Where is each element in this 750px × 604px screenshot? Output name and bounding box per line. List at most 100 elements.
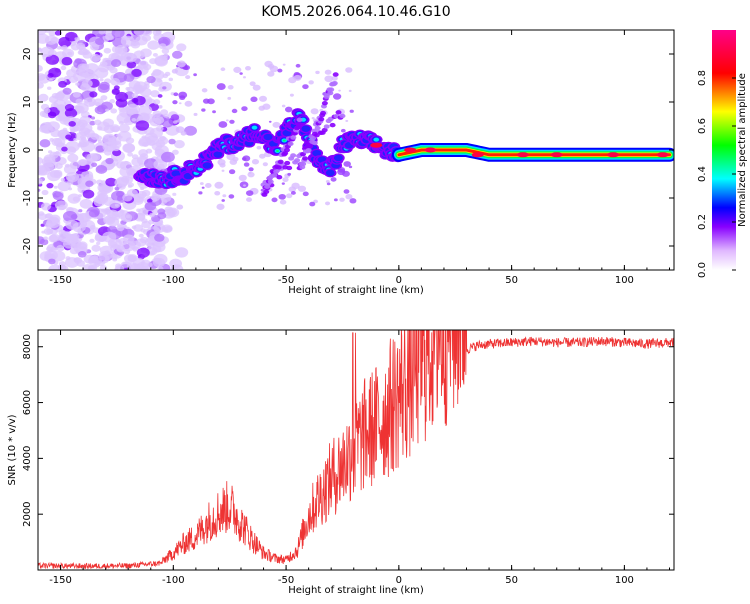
- heatmap-cell: [294, 158, 301, 163]
- heatmap-cell: [67, 51, 73, 56]
- heatmap-cell: [128, 80, 141, 90]
- heatmap-cell: [48, 30, 56, 37]
- heatmap-cell: [38, 213, 48, 221]
- heatmap-cell: [162, 86, 167, 90]
- heatmap-cell: [342, 170, 350, 177]
- heatmap-cell: [176, 204, 184, 210]
- heatmap-cell: [62, 87, 72, 95]
- heatmap-cell: [77, 142, 84, 148]
- heatmap-cell: [258, 105, 266, 111]
- heatmap-cell: [38, 157, 44, 165]
- heatmap-cell: [95, 165, 108, 174]
- y-tick-label: -10: [22, 190, 33, 206]
- spectrogram-ridge: [133, 72, 674, 197]
- heatmap-cell: [119, 160, 132, 171]
- heatmap-cell: [219, 162, 226, 168]
- y-tick-label: 4000: [22, 446, 33, 471]
- x-tick-label: -150: [49, 575, 72, 586]
- heatmap-cell: [111, 30, 125, 38]
- heatmap-cell: [67, 153, 79, 163]
- heatmap-cell: [38, 188, 41, 192]
- heatmap-cell: [271, 197, 278, 203]
- heatmap-cell: [268, 63, 275, 69]
- heatmap-cell: [155, 30, 162, 35]
- heatmap-cell: [48, 78, 53, 82]
- heatmap-cell: [75, 98, 83, 105]
- colorbar-tick-label: 0.0: [697, 262, 708, 278]
- heatmap-cell: [84, 129, 95, 138]
- heatmap-cell: [115, 91, 129, 102]
- heatmap-cell: [164, 226, 173, 232]
- heatmap-cell: [349, 109, 354, 113]
- heatmap-cell: [323, 124, 330, 129]
- heatmap-cell: [193, 112, 198, 116]
- x-tick-label: 100: [615, 575, 634, 586]
- heatmap-cell: [47, 107, 60, 117]
- heatmap-cell: [96, 104, 108, 113]
- heatmap-cell: [141, 34, 152, 42]
- heatmap-cell: [339, 113, 346, 119]
- heatmap-hotspot: [404, 147, 417, 153]
- heatmap-hotspot: [424, 147, 437, 153]
- y-tick-label: 0: [22, 147, 33, 153]
- heatmap-cell: [39, 139, 51, 148]
- heatmap-cell: [158, 104, 163, 108]
- x-tick-label: -100: [162, 275, 185, 286]
- heatmap-cell: [38, 47, 42, 51]
- heatmap-cell: [147, 40, 160, 50]
- heatmap-cell: [133, 30, 147, 37]
- heatmap-cell: [105, 177, 117, 187]
- heatmap-cell: [67, 175, 76, 182]
- heatmap-cell: [168, 77, 174, 82]
- heatmap-cell: [151, 69, 165, 80]
- heatmap-cell: [172, 50, 183, 59]
- heatmap-cell: [57, 236, 63, 241]
- snr-x-label: Height of straight line (km): [288, 585, 424, 596]
- heatmap-cell: [310, 108, 319, 115]
- heatmap-cell: [48, 258, 56, 265]
- heatmap-cell: [172, 100, 178, 105]
- heatmap-cell: [100, 95, 108, 101]
- heatmap-cell: [184, 125, 197, 136]
- heatmap-cell: [79, 198, 93, 209]
- heatmap-cell: [295, 121, 302, 127]
- heatmap-cell: [343, 161, 351, 167]
- heatmap-cell: [260, 188, 265, 192]
- heatmap-cell: [133, 50, 145, 59]
- heatmap-cell: [127, 184, 133, 188]
- heatmap-cell: [173, 139, 185, 149]
- heatmap-cell: [281, 182, 285, 185]
- heatmap-band: [397, 148, 671, 157]
- heatmap-cell: [57, 264, 67, 270]
- heatmap-cell: [201, 108, 206, 112]
- heatmap-cell: [84, 158, 93, 165]
- heatmap-cell: [300, 161, 307, 167]
- heatmap-cell: [65, 134, 72, 140]
- heatmap-cell: [141, 218, 148, 224]
- heatmap-cell: [38, 166, 51, 176]
- colorbar: 0.0 0.2 0.4 0.6 0.8 Normalized spectral ampl…: [697, 30, 748, 278]
- heatmap-cell: [77, 63, 89, 73]
- heatmap-cell: [140, 187, 145, 191]
- heatmap-cell: [245, 190, 254, 197]
- heatmap-cell: [321, 100, 328, 106]
- heatmap-cell: [82, 51, 93, 59]
- heatmap-cell: [327, 90, 334, 96]
- heatmap-cell: [75, 82, 80, 86]
- heatmap-cell: [216, 203, 225, 210]
- heatmap-cell: [151, 142, 163, 151]
- heatmap-cell: [114, 177, 128, 188]
- heatmap-cell: [227, 85, 234, 90]
- heatmap-hotspot: [607, 152, 620, 158]
- y-tick-label: 20: [22, 48, 33, 61]
- heatmap-cell: [309, 139, 316, 144]
- heatmap-cell: [345, 119, 349, 123]
- heatmap-cell: [349, 198, 357, 204]
- heatmap-cell: [75, 131, 87, 141]
- heatmap-hotspot: [370, 142, 383, 148]
- heatmap-cell: [273, 169, 280, 174]
- heatmap-cell: [214, 181, 224, 189]
- heatmap-cell: [160, 193, 172, 203]
- heatmap-cell: [290, 135, 297, 140]
- heatmap-cell: [198, 191, 203, 195]
